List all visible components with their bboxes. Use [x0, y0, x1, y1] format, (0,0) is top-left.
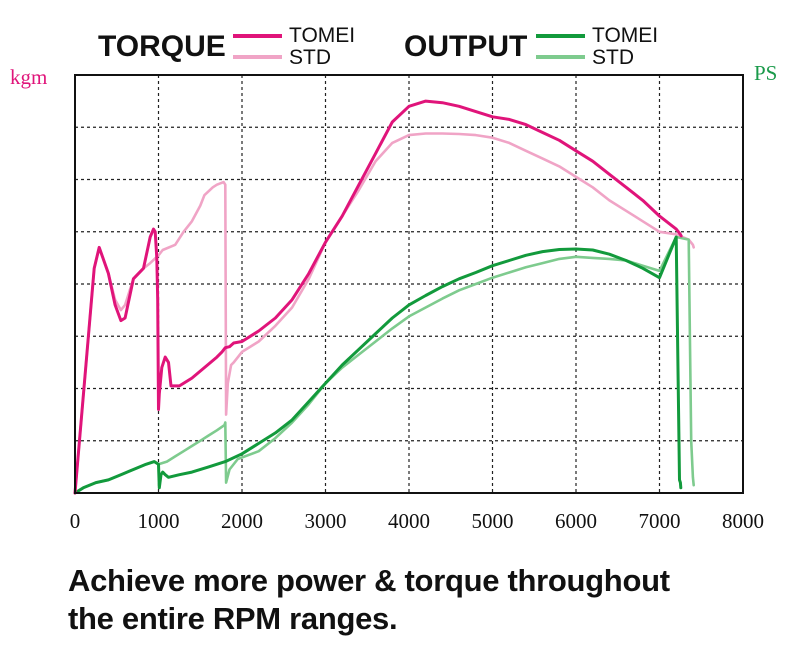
series-layer — [73, 99, 695, 495]
grid-lines — [75, 75, 743, 493]
series-torque-std — [73, 132, 695, 495]
x-tick-labels: 0 1000 2000 3000 4000 5000 6000 7000 8000 — [70, 509, 764, 533]
legend-output-title: OUTPUT — [404, 30, 527, 63]
caption: Achieve more power & torque throughout t… — [68, 562, 788, 638]
series-torque-tomei — [73, 99, 683, 495]
caption-line-2: the entire RPM ranges. — [68, 601, 398, 636]
x-tick-label: 8000 — [722, 509, 764, 533]
unit-left-label: kgm — [10, 65, 47, 89]
unit-right-label: PS — [754, 61, 777, 85]
x-tick-label: 2000 — [221, 509, 263, 533]
x-tick-label: 3000 — [305, 509, 347, 533]
plot-area — [73, 74, 744, 495]
x-tick-label: 7000 — [639, 509, 681, 533]
x-tick-label: 6000 — [555, 509, 597, 533]
x-tick-label: 0 — [70, 509, 81, 533]
x-tick-label: 1000 — [138, 509, 180, 533]
legend-output-std-label: STD — [592, 46, 634, 69]
legend-torque-title: TORQUE — [98, 30, 226, 63]
caption-line-1: Achieve more power & torque throughout — [68, 563, 670, 598]
series-output-tomei — [73, 235, 683, 495]
legend: TORQUE TOMEI STD OUTPUT TOMEI STD — [98, 24, 658, 69]
x-tick-label: 4000 — [388, 509, 430, 533]
legend-torque-tomei-label: TOMEI — [289, 24, 355, 47]
x-tick-label: 5000 — [472, 509, 514, 533]
chart: TORQUE TOMEI STD OUTPUT TOMEI STD kgm PS… — [10, 24, 777, 533]
plot-border — [74, 74, 744, 494]
legend-output-tomei-label: TOMEI — [592, 24, 658, 47]
legend-torque-std-label: STD — [289, 46, 331, 69]
